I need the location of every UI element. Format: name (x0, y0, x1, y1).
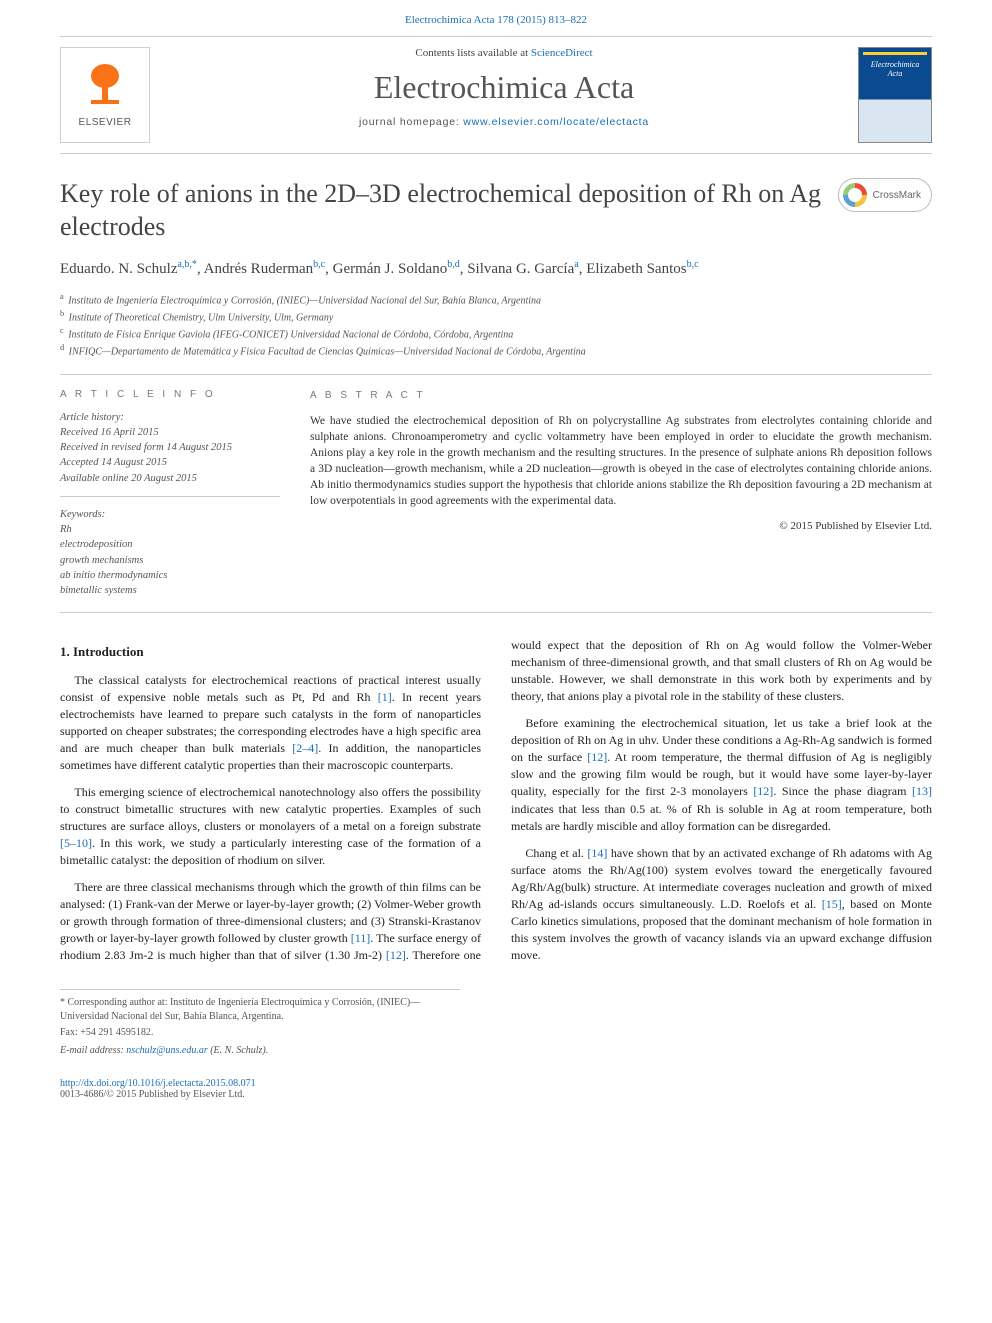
divider (60, 374, 932, 375)
article-title: Key role of anions in the 2D–3D electroc… (60, 178, 826, 243)
email-line: E-mail address: nschulz@uns.edu.ar (E. N… (60, 1044, 460, 1058)
article-info-heading: A R T I C L E I N F O (60, 389, 280, 400)
body-paragraph: Chang et al. [14] have shown that by an … (511, 845, 932, 964)
header-band: ELSEVIER Contents lists available at Sci… (60, 36, 932, 154)
article-body: 1. Introduction The classical catalysts … (60, 637, 932, 969)
crossmark-label: CrossMark (873, 190, 921, 201)
reference-citation[interactable]: [12] (386, 948, 406, 962)
crossmark-badge[interactable]: CrossMark (838, 178, 932, 212)
affiliation-line: a Instituto de Ingeniería Electroquímica… (60, 291, 932, 308)
keyword: Rh (60, 522, 280, 537)
contents-line: Contents lists available at ScienceDirec… (162, 47, 846, 59)
journal-cover-thumbnail: Electrochimica Acta (858, 47, 932, 143)
email-link[interactable]: nschulz@uns.edu.ar (126, 1045, 207, 1056)
reference-citation[interactable]: [12] (587, 750, 607, 764)
article-history: Article history: Received 16 April 2015R… (60, 410, 280, 497)
history-line: Accepted 14 August 2015 (60, 455, 280, 470)
footer-meta: http://dx.doi.org/10.1016/j.electacta.20… (60, 1078, 932, 1100)
affiliation-line: b Institute of Theoretical Chemistry, Ul… (60, 308, 932, 325)
keyword: growth mechanisms (60, 553, 280, 568)
reference-citation[interactable]: [1] (378, 690, 392, 704)
keyword: ab initio thermodynamics (60, 568, 280, 583)
reference-citation[interactable]: [2–4] (292, 741, 318, 755)
affiliation-line: c Instituto de Física Enrique Gaviola (I… (60, 325, 932, 342)
history-line: Available online 20 August 2015 (60, 471, 280, 486)
crossmark-icon (843, 183, 867, 207)
abstract-column: A B S T R A C T We have studied the elec… (310, 389, 932, 598)
elsevier-brand-text: ELSEVIER (79, 117, 132, 128)
reference-citation[interactable]: [5–10] (60, 836, 92, 850)
reference-citation[interactable]: [12] (753, 784, 773, 798)
divider (60, 612, 932, 613)
affiliations: a Instituto de Ingeniería Electroquímica… (60, 291, 932, 360)
top-citation: Electrochimica Acta 178 (2015) 813–822 (0, 0, 992, 36)
reference-citation[interactable]: [11] (351, 931, 371, 945)
abstract-heading: A B S T R A C T (310, 389, 932, 403)
reference-citation[interactable]: [12] (587, 750, 607, 764)
corresponding-author-footnote: * Corresponding author at: Instituto de … (60, 989, 460, 1058)
top-citation-link[interactable]: Electrochimica Acta 178 (2015) 813–822 (405, 14, 587, 26)
reference-citation[interactable]: [13] (912, 784, 932, 798)
keyword: electrodeposition (60, 537, 280, 552)
section-heading: 1. Introduction (60, 643, 481, 661)
body-paragraph: Before examining the electrochemical sit… (511, 715, 932, 834)
header-center: Contents lists available at ScienceDirec… (150, 37, 858, 153)
affiliation-line: d INFIQC—Departamento de Matemática y Fí… (60, 342, 932, 359)
reference-citation[interactable]: [15] (822, 897, 842, 911)
history-line: Received 16 April 2015 (60, 425, 280, 440)
elsevier-logo: ELSEVIER (60, 47, 150, 143)
journal-name: Electrochimica Acta (162, 69, 846, 106)
author-list: Eduardo. N. Schulza,b,*, Andrés Ruderman… (60, 257, 932, 281)
sciencedirect-link[interactable]: ScienceDirect (531, 47, 593, 59)
body-paragraph: This emerging science of electrochemical… (60, 784, 481, 869)
body-paragraph: The classical catalysts for electrochemi… (60, 672, 481, 774)
keywords-block: Keywords: Rhelectrodepositiongrowth mech… (60, 507, 280, 598)
abstract-text: We have studied the electrochemical depo… (310, 413, 932, 510)
history-line: Received in revised form 14 August 2015 (60, 440, 280, 455)
reference-citation[interactable]: [14] (587, 846, 607, 860)
abstract-copyright: © 2015 Published by Elsevier Ltd. (310, 519, 932, 534)
corresponding-text: * Corresponding author at: Instituto de … (60, 996, 460, 1024)
reference-citation[interactable]: [12] (753, 784, 773, 798)
keyword: bimetallic systems (60, 583, 280, 598)
homepage-url-link[interactable]: www.elsevier.com/locate/electacta (463, 116, 649, 128)
doi-link[interactable]: http://dx.doi.org/10.1016/j.electacta.20… (60, 1078, 256, 1089)
homepage-line: journal homepage: www.elsevier.com/locat… (162, 116, 846, 128)
elsevier-tree-icon (81, 62, 129, 113)
article-info-column: A R T I C L E I N F O Article history: R… (60, 389, 280, 598)
fax-line: Fax: +54 291 4595182. (60, 1026, 460, 1040)
issn-copyright: 0013-4686/© 2015 Published by Elsevier L… (60, 1089, 932, 1100)
